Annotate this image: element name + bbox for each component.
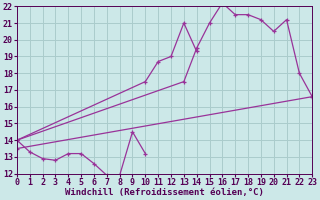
X-axis label: Windchill (Refroidissement éolien,°C): Windchill (Refroidissement éolien,°C) [65, 188, 264, 197]
